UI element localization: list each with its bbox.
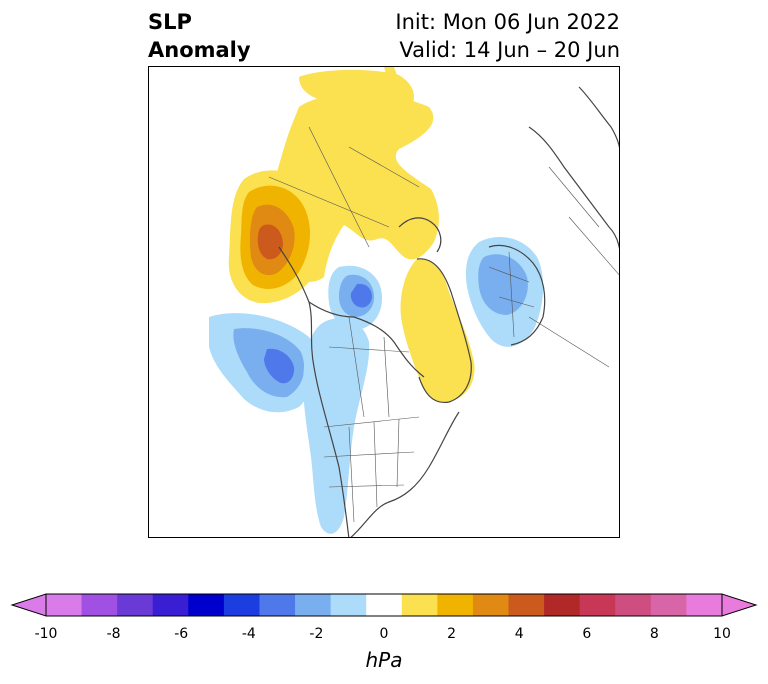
colorbar-tick-label: 10 — [713, 626, 731, 642]
colorbar-bin — [295, 594, 332, 616]
colorbar-scale — [10, 593, 758, 617]
colorbar-tick-label: -2 — [309, 626, 324, 642]
colorbar-tick-label: 8 — [649, 626, 659, 642]
anomaly-map — [209, 67, 619, 537]
colorbar-tick-label: -8 — [106, 626, 121, 642]
colorbar-bin — [188, 594, 225, 616]
colorbar-bin — [259, 594, 296, 616]
valid-range: Valid: 14 Jun – 20 Jun — [399, 38, 620, 62]
colorbar-tick-label: -4 — [241, 626, 256, 642]
colorbar-bin — [650, 594, 687, 616]
political-borders — [268, 126, 619, 523]
colorbar-tick-label: 6 — [582, 626, 592, 642]
negative-anomaly-europe — [465, 237, 544, 347]
colorbar-bin — [330, 594, 367, 616]
chart-title: SLP Anomaly — [148, 8, 251, 64]
colorbar-extend-low — [10, 593, 47, 617]
colorbar — [10, 588, 758, 628]
init-date: Init: Mon 06 Jun 2022 — [395, 10, 620, 34]
colorbar-tick-label: -6 — [174, 626, 189, 642]
colorbar-bin — [46, 594, 83, 616]
colorbar-tick-label: -10 — [34, 626, 58, 642]
title-line-1: SLP — [148, 10, 192, 34]
positive-anomaly-greenland — [400, 258, 475, 403]
colorbar-units: hPa — [365, 648, 403, 672]
colorbar-outline — [45, 593, 723, 617]
colorbar-bin — [366, 594, 403, 616]
colorbar-bin — [152, 594, 189, 616]
map-panel — [148, 66, 620, 538]
colorbar-bin — [579, 594, 616, 616]
colorbar-bin — [117, 594, 154, 616]
positive-anomaly-pacific-nw — [228, 170, 326, 304]
forecast-dates: Init: Mon 06 Jun 2022 Valid: 14 Jun – 20… — [395, 8, 620, 64]
colorbar-bin — [544, 594, 581, 616]
colorbar-bin — [615, 594, 652, 616]
colorbar-bin — [472, 594, 510, 616]
colorbar-bin — [223, 594, 260, 616]
coastlines — [278, 86, 619, 537]
negative-anomaly-pacific — [209, 313, 318, 413]
colorbar-tick-label: 0 — [379, 626, 389, 642]
colorbar-tick-label: 4 — [514, 626, 524, 642]
colorbar-bin — [81, 594, 118, 616]
colorbar-tick-label: 2 — [447, 626, 457, 642]
colorbar-extend-high — [721, 593, 758, 617]
colorbar-bin — [437, 594, 474, 616]
colorbar-bin — [401, 594, 438, 616]
title-line-2: Anomaly — [148, 38, 251, 62]
colorbar-bin — [686, 594, 723, 616]
colorbar-bin — [508, 594, 545, 616]
